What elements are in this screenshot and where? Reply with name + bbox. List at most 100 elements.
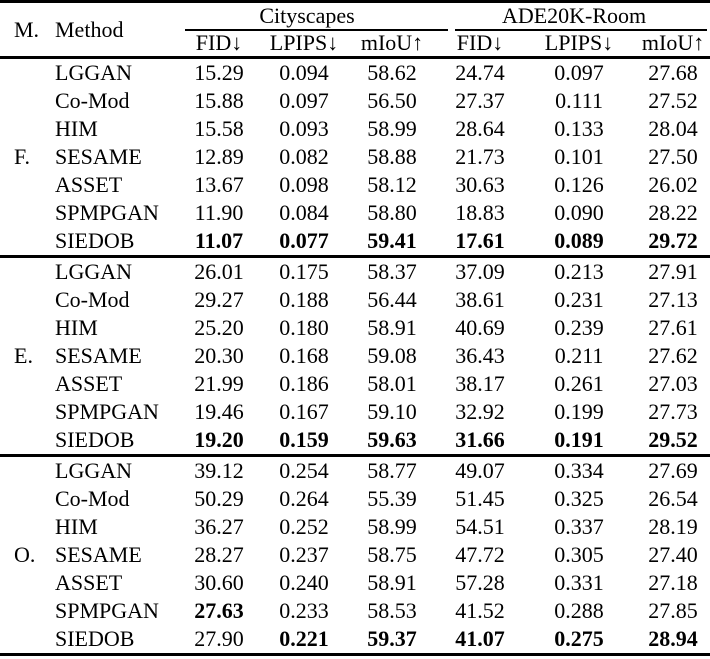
value-cell: 12.89 bbox=[194, 144, 244, 169]
value-cell: 0.231 bbox=[554, 287, 604, 312]
table-row: ASSET 21.99 0.186 58.01 38.17 0.261 27.03 bbox=[0, 370, 710, 398]
value-cell: 19.20 bbox=[194, 427, 244, 452]
value-cell: 0.211 bbox=[554, 343, 604, 368]
table-row: SIEDOB 19.20 0.159 59.63 31.66 0.191 29.52 bbox=[0, 426, 710, 456]
value-cell: 29.52 bbox=[648, 427, 698, 452]
table-row: Co-Mod 15.88 0.097 56.50 27.37 0.111 27.52 bbox=[0, 87, 710, 115]
value-cell: 0.098 bbox=[279, 172, 329, 197]
value-cell: 29.27 bbox=[194, 287, 244, 312]
method-name: LGGAN bbox=[55, 259, 132, 284]
value-cell: 56.44 bbox=[367, 287, 417, 312]
method-name: HIM bbox=[55, 116, 98, 141]
value-cell: 27.69 bbox=[648, 458, 698, 483]
value-cell: 51.45 bbox=[455, 486, 505, 511]
value-cell: 27.63 bbox=[194, 598, 244, 623]
value-cell: 28.94 bbox=[648, 626, 698, 651]
value-cell: 28.22 bbox=[648, 200, 698, 225]
value-cell: 0.180 bbox=[279, 315, 329, 340]
value-cell: 55.39 bbox=[367, 486, 417, 511]
method-name: SIEDOB bbox=[55, 427, 135, 452]
table-row: HIM 36.27 0.252 58.99 54.51 0.337 28.19 bbox=[0, 513, 710, 541]
table-row: HIM 15.58 0.093 58.99 28.64 0.133 28.04 bbox=[0, 115, 710, 143]
value-cell: 39.12 bbox=[194, 458, 244, 483]
value-cell: 27.52 bbox=[648, 88, 698, 113]
value-cell: 0.191 bbox=[554, 427, 604, 452]
mode-group-f: F. LGGAN 15.29 0.094 58.62 24.74 0.097 27.68 Co-… bbox=[0, 58, 710, 257]
value-cell: 27.68 bbox=[648, 60, 698, 85]
value-cell: 27.37 bbox=[455, 88, 505, 113]
metric-header-5: mIoU↑ bbox=[641, 29, 705, 55]
value-cell: 0.186 bbox=[279, 371, 329, 396]
method-name: ASSET bbox=[55, 371, 123, 396]
value-cell: 27.62 bbox=[648, 343, 698, 368]
value-cell: 25.20 bbox=[194, 315, 244, 340]
table-row: F. LGGAN 15.29 0.094 58.62 24.74 0.097 27.68 bbox=[0, 58, 710, 168]
value-cell: 27.91 bbox=[648, 259, 698, 284]
value-cell: 0.261 bbox=[554, 371, 604, 396]
value-cell: 59.37 bbox=[367, 626, 417, 651]
metric-header-4: LPIPS↓ bbox=[544, 29, 614, 55]
value-cell: 0.252 bbox=[279, 514, 329, 539]
value-cell: 0.213 bbox=[554, 259, 604, 284]
value-cell: 24.74 bbox=[455, 60, 505, 85]
value-cell: 58.99 bbox=[367, 116, 417, 141]
mode-group-e: E. LGGAN 26.01 0.175 58.37 37.09 0.213 27.91 Co-… bbox=[0, 256, 710, 456]
value-cell: 58.88 bbox=[367, 144, 417, 169]
value-cell: 58.37 bbox=[367, 259, 417, 284]
table-header: M. Method Cityscapes ADE20K-Room FID↓ LPI… bbox=[0, 2, 710, 58]
value-cell: 59.10 bbox=[367, 399, 417, 424]
value-cell: 27.73 bbox=[648, 399, 698, 424]
method-name: SPMPGAN bbox=[55, 598, 159, 623]
value-cell: 26.54 bbox=[648, 486, 698, 511]
value-cell: 0.221 bbox=[279, 626, 329, 651]
value-cell: 0.264 bbox=[279, 486, 329, 511]
value-cell: 58.75 bbox=[367, 542, 417, 567]
table-row: SESAME 12.89 0.082 58.88 21.73 0.101 27.50 bbox=[0, 143, 710, 171]
value-cell: 27.13 bbox=[648, 287, 698, 312]
method-name: SESAME bbox=[55, 542, 142, 567]
value-cell: 0.101 bbox=[554, 144, 604, 169]
method-name: LGGAN bbox=[55, 458, 132, 483]
value-cell: 41.52 bbox=[455, 598, 505, 623]
metric-header-row: FID↓ LPIPS↓ mIoU↑ FID↓ LPIPS↓ mIoU↑ bbox=[0, 29, 710, 58]
method-name: Co-Mod bbox=[55, 287, 130, 312]
value-cell: 0.233 bbox=[279, 598, 329, 623]
header-mode-column: M. bbox=[14, 16, 40, 42]
method-name: HIM bbox=[55, 514, 98, 539]
value-cell: 26.01 bbox=[194, 259, 244, 284]
value-cell: 58.99 bbox=[367, 514, 417, 539]
value-cell: 27.18 bbox=[648, 570, 698, 595]
value-cell: 28.64 bbox=[455, 116, 505, 141]
value-cell: 58.91 bbox=[367, 315, 417, 340]
value-cell: 0.239 bbox=[554, 315, 604, 340]
value-cell: 0.133 bbox=[554, 116, 604, 141]
value-cell: 0.175 bbox=[279, 259, 329, 284]
value-cell: 27.03 bbox=[648, 371, 698, 396]
value-cell: 27.40 bbox=[648, 542, 698, 567]
value-cell: 47.72 bbox=[455, 542, 505, 567]
cityscapes-column-rule bbox=[185, 29, 448, 31]
method-name: SESAME bbox=[55, 343, 142, 368]
value-cell: 27.50 bbox=[648, 144, 698, 169]
value-cell: 38.17 bbox=[455, 371, 505, 396]
value-cell: 0.331 bbox=[554, 570, 604, 595]
method-name: Co-Mod bbox=[55, 88, 130, 113]
value-cell: 36.43 bbox=[455, 343, 505, 368]
method-name: SESAME bbox=[55, 144, 142, 169]
value-cell: 0.093 bbox=[279, 116, 329, 141]
value-cell: 31.66 bbox=[455, 427, 505, 452]
value-cell: 27.61 bbox=[648, 315, 698, 340]
table-row: E. LGGAN 26.01 0.175 58.37 37.09 0.213 27.91 bbox=[0, 257, 710, 367]
value-cell: 28.04 bbox=[648, 116, 698, 141]
method-name: ASSET bbox=[55, 570, 123, 595]
table-row: SESAME 20.30 0.168 59.08 36.43 0.211 27.62 bbox=[0, 342, 710, 370]
table-row: HIM 25.20 0.180 58.91 40.69 0.239 27.61 bbox=[0, 314, 710, 342]
value-cell: 57.28 bbox=[455, 570, 505, 595]
value-cell: 27.90 bbox=[194, 626, 244, 651]
mode-label: F. bbox=[14, 144, 30, 169]
value-cell: 15.58 bbox=[194, 116, 244, 141]
table-row: SPMPGAN 27.63 0.233 58.53 41.52 0.288 27.85 bbox=[0, 597, 710, 625]
table-row: SIEDOB 11.07 0.077 59.41 17.61 0.089 29.72 bbox=[0, 227, 710, 257]
value-cell: 49.07 bbox=[455, 458, 505, 483]
